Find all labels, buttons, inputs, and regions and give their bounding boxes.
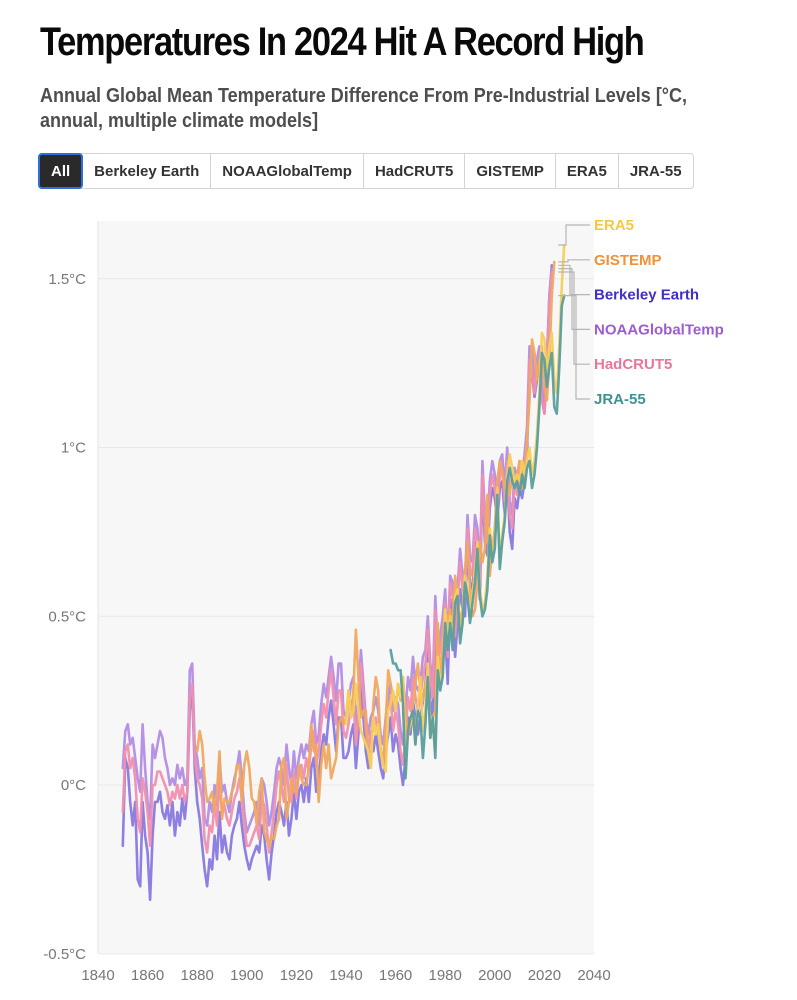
leader-line-noaaglobaltemp <box>558 267 590 331</box>
plot-background <box>98 221 594 953</box>
tab-era5[interactable]: ERA5 <box>556 154 619 188</box>
y-tick-label: 1°C <box>61 440 86 457</box>
x-tick-label: 1940 <box>329 967 362 984</box>
y-tick-label: 0.5°C <box>48 608 86 625</box>
chart-svg: 1.5°C 1°C 0.5°C 0°C -0.5°C 1840 1860 1880 1900 19… <box>43 217 724 984</box>
tab-berkeley-earth[interactable]: Berkeley Earth <box>83 154 212 188</box>
tab-gistemp[interactable]: GISTEMP <box>465 154 556 188</box>
legend-label-hadcrut5: HadCRUT5 <box>594 356 672 373</box>
page-title: Temperatures In 2024 Hit A Record High <box>40 20 645 64</box>
tab-all[interactable]: All <box>38 153 84 189</box>
tab-hadcrut5[interactable]: HadCRUT5 <box>364 154 466 188</box>
leader-line-era5 <box>558 224 590 246</box>
temperature-chart: 1.5°C 1°C 0.5°C 0°C -0.5°C 1840 1860 1880 1900 19… <box>0 205 797 1000</box>
series-line-era5 <box>344 243 566 773</box>
x-tick-label: 1880 <box>181 967 214 984</box>
x-tick-label: 2000 <box>478 967 511 984</box>
dataset-filter-tabs: All Berkeley Earth NOAAGlobalTemp HadCRU… <box>38 153 694 189</box>
x-tick-label: 2040 <box>577 967 610 984</box>
x-tick-label: 1860 <box>131 967 164 984</box>
tab-jra-55[interactable]: JRA-55 <box>629 162 682 180</box>
series-line-jra-55 <box>389 294 566 780</box>
x-tick-label: 1900 <box>230 967 263 984</box>
series-line-hadcrut5 <box>121 270 554 854</box>
y-tick-label: -0.5°C <box>43 946 86 963</box>
tab-noaaglobaltemp[interactable]: NOAAGlobalTemp <box>211 154 364 188</box>
legend-label-era5: ERA5 <box>594 217 634 234</box>
x-tick-label: 1920 <box>280 967 313 984</box>
legend-label-jra-55: JRA-55 <box>594 391 646 408</box>
x-tick-label: 2020 <box>528 967 561 984</box>
chart-subtitle: Annual Global Mean Temperature Differenc… <box>40 85 688 132</box>
legend-label-berkeley-earth: Berkeley Earth <box>594 287 699 304</box>
leader-line-jra-55 <box>558 294 590 400</box>
legend-label-noaaglobaltemp: NOAAGlobalTemp <box>594 321 724 338</box>
y-tick-label: 0°C <box>61 777 86 794</box>
x-tick-label: 1840 <box>81 967 114 984</box>
leader-line-hadcrut5 <box>558 271 590 365</box>
y-tick-label: 1.5°C <box>48 271 86 288</box>
leader-line-berkeley-earth <box>558 264 590 296</box>
leader-line-gistemp <box>558 259 590 263</box>
legend-label-gistemp: GISTEMP <box>594 252 662 269</box>
x-tick-label: 1980 <box>429 967 462 984</box>
x-tick-label: 1960 <box>379 967 412 984</box>
